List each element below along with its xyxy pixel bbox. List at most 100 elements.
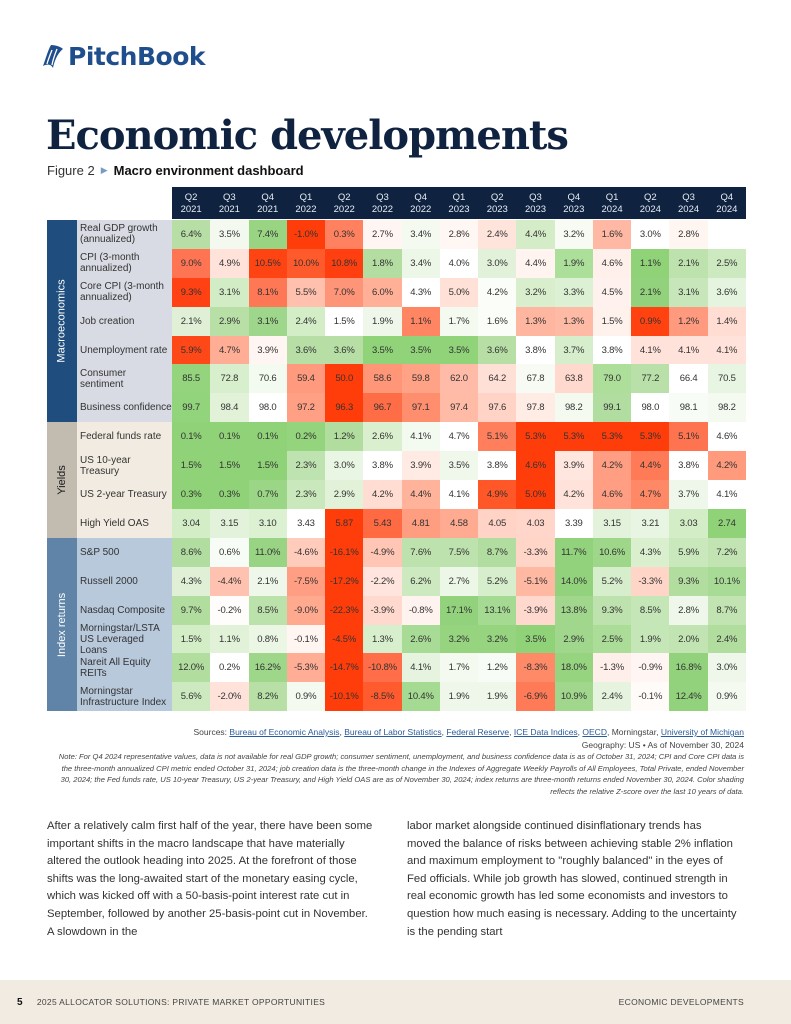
table-cell: 1.1% <box>631 249 669 278</box>
column-header: Q32022 <box>363 187 401 219</box>
table-cell: 6.4% <box>172 220 210 249</box>
source-link-bls[interactable]: Bureau of Labor Statistics <box>344 727 441 737</box>
source-link-umich[interactable]: University of Michigan <box>661 727 744 737</box>
table-cell: 12.0% <box>172 653 210 682</box>
table-cell: 2.9% <box>325 480 363 509</box>
table-cell: -4.4% <box>210 567 248 596</box>
table-cell: 3.1% <box>210 278 248 307</box>
table-cell: 5.3% <box>631 422 669 451</box>
table-cell: 4.7% <box>440 422 478 451</box>
table-row: 9.0%4.9%10.5%10.0%10.8%1.8%3.4%4.0%3.0%4… <box>172 249 746 278</box>
table-cell: 66.4 <box>669 364 707 393</box>
row-label: Russell 2000 <box>77 567 172 596</box>
table-cell: 59.4 <box>287 364 325 393</box>
pitchbook-sail-icon <box>42 44 64 70</box>
table-cell: 3.4% <box>402 220 440 249</box>
table-cell: 4.2% <box>363 480 401 509</box>
table-cell: 7.0% <box>325 278 363 307</box>
table-cell: 13.8% <box>555 596 593 625</box>
column-header: Q32023 <box>516 187 554 219</box>
table-cell: 4.3% <box>172 567 210 596</box>
table-cell: 98.1 <box>669 393 707 422</box>
table-cell: 4.1% <box>708 336 746 365</box>
table-cell: 4.6% <box>516 451 554 480</box>
table-cell: 0.2% <box>287 422 325 451</box>
section-band: Index returns <box>47 538 77 711</box>
sources-line: Sources: Bureau of Economic Analysis, Bu… <box>194 727 745 737</box>
row-label: Nareit All Equity REITs <box>77 653 172 682</box>
table-cell: 4.1% <box>402 422 440 451</box>
table-cell: -3.9% <box>516 596 554 625</box>
source-link-bea[interactable]: Bureau of Economic Analysis <box>229 727 339 737</box>
table-cell: 4.7% <box>631 480 669 509</box>
table-cell: 7.6% <box>402 538 440 567</box>
table-cell: 1.1% <box>402 307 440 336</box>
source-link-oecd[interactable]: OECD <box>582 727 607 737</box>
row-labels: Real GDP growth (annualized)CPI (3-month… <box>77 220 172 422</box>
table-cell: 2.8% <box>669 596 707 625</box>
table-cell: -3.3% <box>631 567 669 596</box>
table-cell: 1.3% <box>516 307 554 336</box>
geography-note: Geography: US • As of November 30, 2024 <box>582 740 744 750</box>
table-cell: 1.6% <box>478 307 516 336</box>
table-cell: 0.1% <box>249 422 287 451</box>
section-cells: 8.6%0.6%11.0%-4.6%-16.1%-4.9%7.6%7.5%8.7… <box>172 538 746 711</box>
table-cell: 4.9% <box>210 249 248 278</box>
page-number: 5 <box>17 997 23 1008</box>
table-cell: 3.04 <box>172 509 210 538</box>
column-year: 2021 <box>172 204 210 216</box>
table-cell: 3.2% <box>478 625 516 654</box>
table-cell: 5.6% <box>172 682 210 711</box>
table-cell: 3.1% <box>249 307 287 336</box>
table-cell: 1.5% <box>172 625 210 654</box>
table-cell: 1.6% <box>593 220 631 249</box>
table-cell: 2.1% <box>172 307 210 336</box>
column-year: 2022 <box>287 204 325 216</box>
row-label: S&P 500 <box>77 538 172 567</box>
table-cell: 2.4% <box>287 307 325 336</box>
table-cell: 3.9% <box>249 336 287 365</box>
table-cell: 63.8 <box>555 364 593 393</box>
table-row: 2.1%2.9%3.1%2.4%1.5%1.9%1.1%1.7%1.6%1.3%… <box>172 307 746 336</box>
table-cell: 16.2% <box>249 653 287 682</box>
table-cell: 4.4% <box>516 249 554 278</box>
table-cell: 5.9% <box>172 336 210 365</box>
source-link-ice[interactable]: ICE Data Indices <box>514 727 578 737</box>
table-cell: 3.0% <box>631 220 669 249</box>
table-cell: 0.1% <box>172 422 210 451</box>
table-cell: 97.6 <box>478 393 516 422</box>
table-cell: -14.7% <box>325 653 363 682</box>
table-row: 85.572.870.659.450.058.659.862.064.267.8… <box>172 364 746 393</box>
table-cell: 5.3% <box>555 422 593 451</box>
table-row: 1.5%1.5%1.5%2.3%3.0%3.8%3.9%3.5%3.8%4.6%… <box>172 451 746 480</box>
table-cell: 97.4 <box>440 393 478 422</box>
table-cell: 3.2% <box>555 220 593 249</box>
table-cell: 2.3% <box>287 451 325 480</box>
table-cell: 4.0% <box>440 249 478 278</box>
source-link-fed[interactable]: Federal Reserve <box>446 727 509 737</box>
row-label: Morningstar/LSTA US Leveraged Loans <box>77 625 172 654</box>
row-label: CPI (3-month annualized) <box>77 249 172 278</box>
table-cell: 1.5% <box>325 307 363 336</box>
footer-section: ECONOMIC DEVELOPMENTS <box>619 997 744 1007</box>
column-quarter: Q4 <box>249 192 287 204</box>
table-cell: 2.7% <box>363 220 401 249</box>
table-cell: 0.9% <box>708 682 746 711</box>
table-cell: 98.0 <box>249 393 287 422</box>
row-label: High Yield OAS <box>77 509 172 538</box>
table-cell: 4.6% <box>593 249 631 278</box>
table-section: MacroeconomicsReal GDP growth (annualize… <box>47 220 746 422</box>
table-cell: 4.4% <box>516 220 554 249</box>
section-title: Yields <box>56 465 68 495</box>
table-cell: -1.0% <box>287 220 325 249</box>
table-cell: 97.2 <box>287 393 325 422</box>
table-cell: 98.2 <box>555 393 593 422</box>
column-year: 2023 <box>516 204 554 216</box>
figure-number: Figure 2 <box>47 163 95 178</box>
table-cell: -5.1% <box>516 567 554 596</box>
column-header: Q32021 <box>210 187 248 219</box>
table-cell: -2.0% <box>210 682 248 711</box>
table-row: 4.3%-4.4%2.1%-7.5%-17.2%-2.2%6.2%2.7%5.2… <box>172 567 746 596</box>
table-cell: 85.5 <box>172 364 210 393</box>
table-cell: 3.3% <box>555 278 593 307</box>
